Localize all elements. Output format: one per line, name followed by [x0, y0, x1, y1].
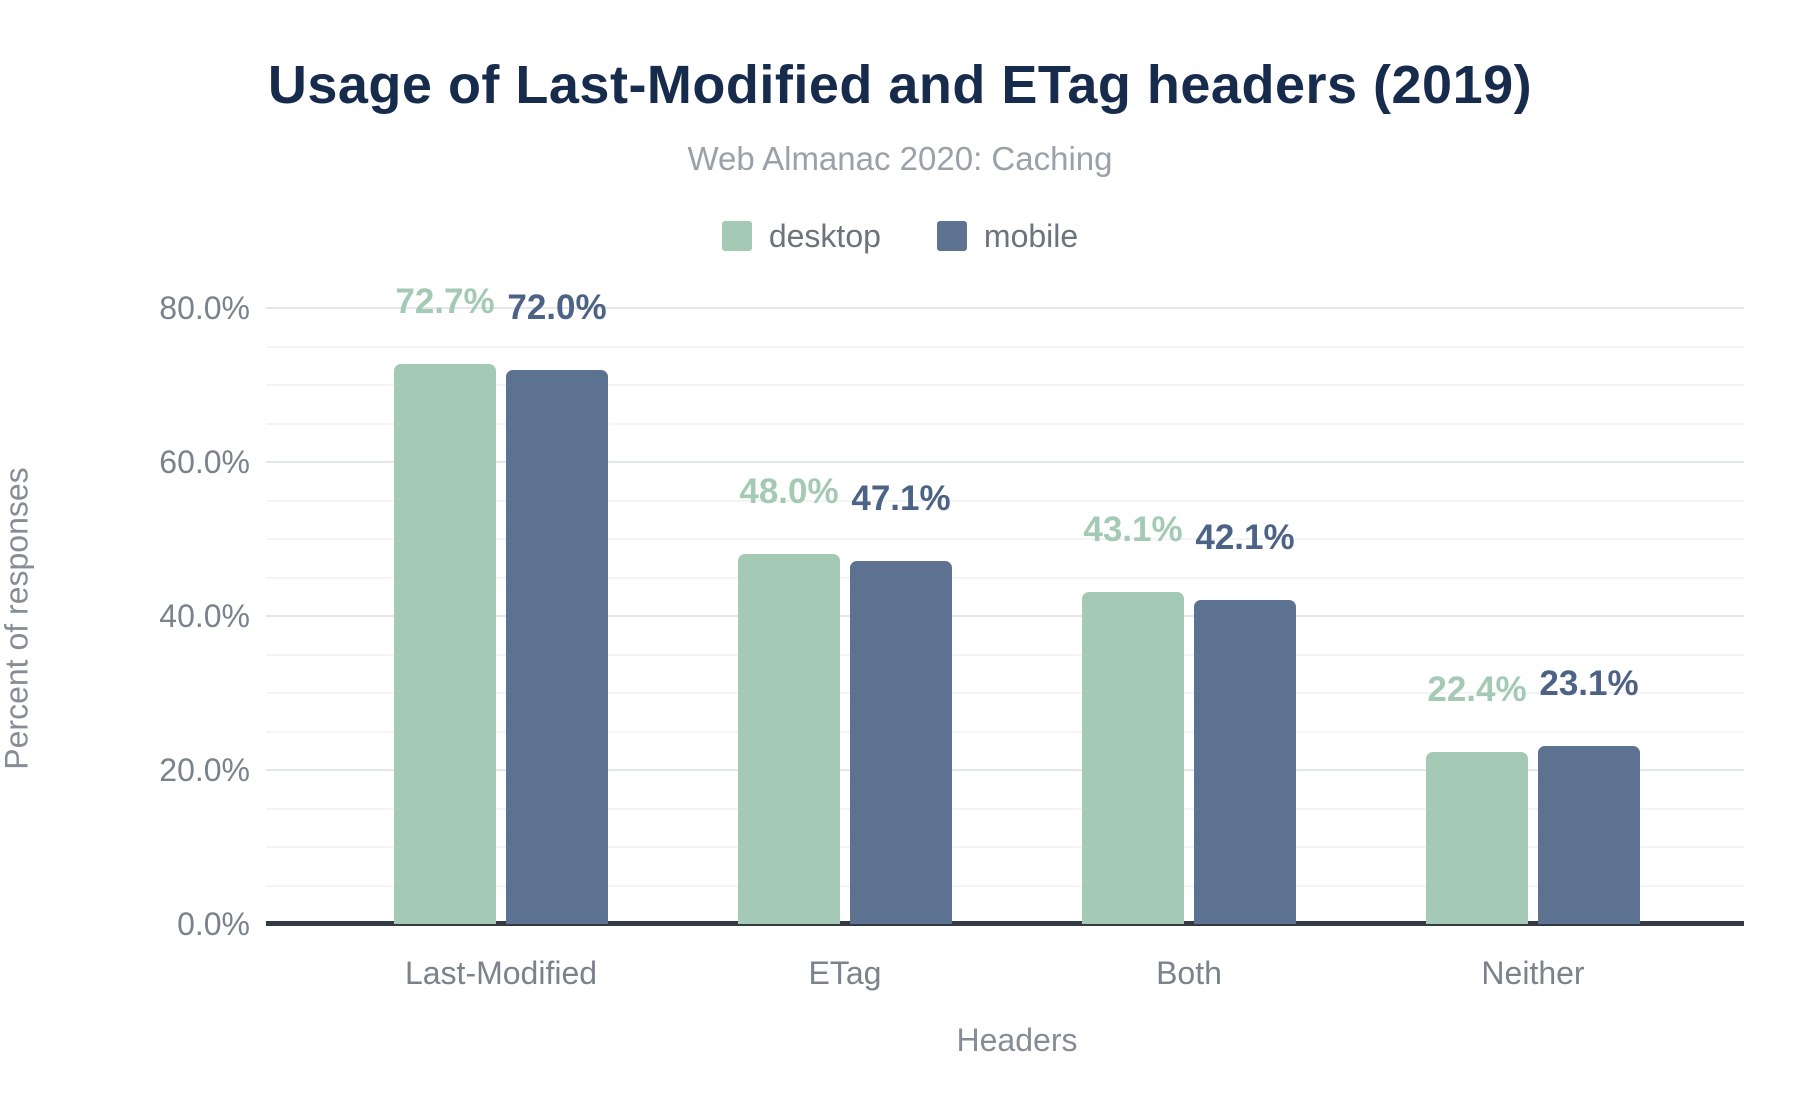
mobile-legend-swatch: [936, 221, 967, 251]
minor-gridline: [266, 807, 1744, 810]
legend-item-mobile[interactable]: mobile: [936, 217, 1079, 255]
major-gridline: [266, 769, 1744, 771]
legend-item-desktop[interactable]: desktop: [721, 217, 881, 255]
desktop-bar-last-modified[interactable]: [394, 364, 496, 924]
major-gridline: [266, 307, 1744, 309]
y-axis-tick-label: 80.0%: [159, 290, 250, 326]
x-axis-tick-label: Last-Modified: [404, 955, 598, 991]
minor-gridline: [266, 345, 1744, 348]
chart-title: Usage of Last-Modified and ETag headers …: [267, 55, 1533, 115]
minor-gridline: [266, 692, 1744, 694]
mobile-bar-last-modified[interactable]: [506, 369, 608, 924]
mobile-value-label: 23.1%: [1539, 664, 1639, 704]
mobile-value-label: 72.0%: [507, 287, 607, 327]
legend: desktop mobile: [0, 217, 1800, 255]
y-axis-tick-label: 60.0%: [159, 444, 250, 480]
minor-gridline: [266, 884, 1744, 887]
desktop-bar-both[interactable]: [1082, 592, 1184, 924]
minor-gridline: [266, 653, 1744, 656]
y-axis-tick-label: 20.0%: [159, 752, 250, 788]
desktop-legend-label: desktop: [768, 217, 881, 254]
x-axis-line: [266, 921, 1744, 926]
desktop-bar-neither[interactable]: [1426, 751, 1528, 924]
x-axis-title: Headers: [956, 1022, 1078, 1058]
x-axis-tick-label: ETag: [808, 955, 882, 991]
y-axis-tick-label: 0.0%: [177, 906, 250, 942]
x-axis-tick-label: Both: [1156, 955, 1222, 991]
desktop-value-label: 72.7%: [395, 282, 495, 322]
mobile-bar-neither[interactable]: [1538, 746, 1640, 924]
chart-subtitle: Web Almanac 2020: Caching: [687, 140, 1113, 177]
mobile-legend-label: mobile: [983, 217, 1079, 254]
minor-gridline: [266, 576, 1744, 579]
desktop-legend-swatch: [721, 221, 752, 251]
minor-gridline: [266, 384, 1744, 386]
y-axis-tick-label: 40.0%: [159, 598, 250, 634]
major-gridline: [266, 615, 1744, 617]
desktop-bar-etag[interactable]: [738, 554, 840, 924]
minor-gridline: [266, 730, 1744, 733]
desktop-value-label: 43.1%: [1083, 510, 1183, 550]
mobile-bar-etag[interactable]: [850, 561, 952, 924]
desktop-value-label: 22.4%: [1427, 669, 1527, 709]
mobile-value-label: 42.1%: [1195, 517, 1295, 557]
mobile-value-label: 47.1%: [851, 479, 951, 519]
desktop-value-label: 48.0%: [739, 472, 839, 512]
minor-gridline: [266, 422, 1744, 425]
minor-gridline: [266, 846, 1744, 848]
x-axis-tick-label: Neither: [1481, 955, 1585, 991]
y-axis-title: Percent of responses: [0, 467, 35, 770]
minor-gridline: [266, 499, 1744, 502]
plot-area: 72.7% 72.0% 48.0% 47.1% 43.1% 42.1% 22.4% 23.1%: [266, 282, 1744, 926]
mobile-bar-both[interactable]: [1194, 599, 1296, 924]
minor-gridline: [266, 538, 1744, 540]
major-gridline: [266, 461, 1744, 463]
